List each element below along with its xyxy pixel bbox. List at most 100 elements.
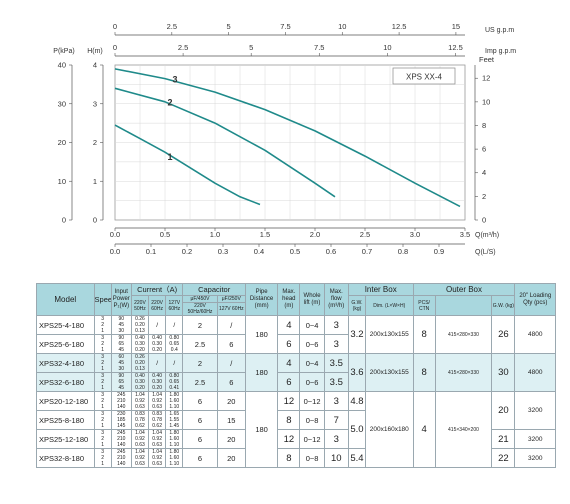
current-220-60-cell-line: 0.92 [152,398,162,404]
top-axis-tick-label: 10 [338,22,346,31]
col-current-220-50: 220V 50Hz [130,295,150,316]
table-row: XPS32-6-180 3 2 1 90 65 45 0.40 0.30 0.20 0.40 0.30… [36,372,556,392]
capacitor-450-cell: 6 [182,429,218,449]
current-220-60-cell-line: 0.63 [152,442,162,448]
bottom-axis-tick-label: 3.0 [410,230,420,239]
speed-cell-line: 3 [101,392,105,399]
left-axis-label: H(m) [87,48,103,55]
pipe-cell: 180 [244,353,279,392]
loading-cell: 3200 [514,429,556,449]
current-220-50-cell-line: 1.04 [135,449,145,456]
bottom-axis-tick-label: 3.5 [460,230,470,239]
model-cell: XPS32-4-180 [36,353,95,373]
speed-cell-line: 3 [101,411,105,418]
outer-dim-cell: 415×340×200 [434,391,493,468]
speed-cell-line: 3 [101,316,105,323]
speed-cell-line: 1 [101,385,105,391]
head-cell: 4 [277,353,301,373]
current-220-60-cell: 0.40 0.30 0.20 [148,372,167,392]
loading-cell: 4800 [514,353,556,392]
current-127-60-cell: 0.80 0.65 0.4 [165,334,184,354]
inter-dim-cell: 200x160x180 [365,391,414,468]
curve-line-speed-2 [114,87,336,198]
current-220-60-cell: 0.40 0.30 0.20 [148,334,167,354]
outer-pcs-cell: 4 [412,391,436,468]
capacitor-250-cell: 6 [216,372,246,392]
current-127-60-cell-line: 1.10 [169,461,180,467]
current-127-60-cell: 1.80 1.60 1.10 [165,391,184,411]
col-current: Current（A) [130,283,184,296]
left-axis-tick-label: 4 [93,61,97,70]
top-axis-tick-label: 2.5 [178,43,188,52]
lift-cell: 0~6 [299,334,325,354]
current-220-60-cell-line: 0.62 [152,423,162,429]
current-220-50-cell-line: 0.63 [135,461,145,467]
top-axis-tick-label: 10 [383,43,391,52]
capacitor-250-cell: 15 [216,410,246,430]
current-127-60-cell-line: 1.45 [169,423,180,429]
model-cell: XPS20-12-180 [36,391,95,411]
bottom-axis-tick-label: 0.0 [110,230,120,239]
col-lift: Whole lift (m) [299,283,325,316]
flow-cell: 7 [323,410,349,430]
power-cell-line: 210 [117,398,126,404]
bottom-axis-tick-label: 2.5 [360,230,370,239]
right-axis-tick-label: 8 [482,121,486,130]
power-cell-line: 90 [118,373,125,380]
current-127-60-cell-line: 1.60 [169,455,180,461]
top-axis-tick-label: 0 [113,22,117,31]
capacitor-450-cell: 6 [182,391,218,411]
inter-gw-cell: 3.6 [347,353,367,392]
speed-cell-line: 1 [101,461,105,467]
flow-cell: 3.5 [323,372,349,392]
col-model: Model [36,283,95,316]
inter-gw-cell: 5.0 [347,410,367,449]
current-220-60-cell: 1.04 0.92 0.63 [148,448,167,468]
outer-gw-cell: 26 [491,315,516,354]
current-220-50-cell-line: 0.20 [135,385,145,391]
power-cell-line: 245 [117,392,126,399]
current-220-60-cell-line: 1.04 [152,449,162,456]
speed-cell-line: 2 [101,455,105,461]
model-cell: XPS32-8-180 [36,448,95,468]
power-cell: 230 185 145 [110,410,132,430]
flow-cell: 3 [323,315,349,335]
current-220-60-cell-line: 0.78 [152,417,162,423]
flow-cell: 3 [323,334,349,354]
col-power: Input Power P₁(W) [110,283,132,316]
table-row: XPS32-4-180 3 2 1 60 45 30 0.26 0.20 0.13//2/180 4… [36,353,556,392]
col-pipe: Pipe Distance (mm) [244,283,279,316]
current-220-50-cell-line: 0.40 [135,373,145,380]
current-220-60-cell-line: 0.83 [152,411,162,418]
current-220-60-cell-line: 1.04 [152,392,162,399]
table-row: XPS20-12-180 3 2 1 245 210 140 1.04 0.92 0.63 1.04… [36,391,556,468]
curve-line-speed-3 [114,68,461,208]
outer-gw-cell: 30 [491,353,516,392]
current-220-60-cell-line: 0.20 [152,385,162,391]
current-220-60-cell-line: 0.40 [152,373,162,380]
feet-axis: Feet 12 10 8 6 4 2 0 [474,55,495,225]
current-127-60-cell: / [165,315,184,335]
current-220-50-cell: 1.04 0.92 0.63 [130,429,150,449]
head-cell: 8 [277,448,301,468]
loading-cell: 3200 [514,391,556,430]
head-cell: 12 [277,429,301,449]
power-cell-line: 145 [117,423,126,429]
power-cell-line: 45 [118,347,125,353]
current-220-50-cell: 0.83 0.78 0.62 [130,410,150,430]
power-cell-line: 210 [117,455,126,461]
current-127-60-cell: / [165,353,184,373]
loading-cell: 4800 [514,315,556,354]
current-127-60-cell: 0.80 0.65 0.41 [165,372,184,392]
bottom-axis-tick-label: 0.0 [110,247,120,256]
current-127-60-cell-line: 1.60 [169,398,180,404]
right-axis-tick-label: 12 [482,74,490,83]
left-axis-tick-label: 2 [93,138,97,147]
power-cell-line: 245 [117,449,126,456]
bottom-axis-unit: Q(L/S) [475,249,496,256]
top-axis-tick-label: 0 [113,43,117,52]
